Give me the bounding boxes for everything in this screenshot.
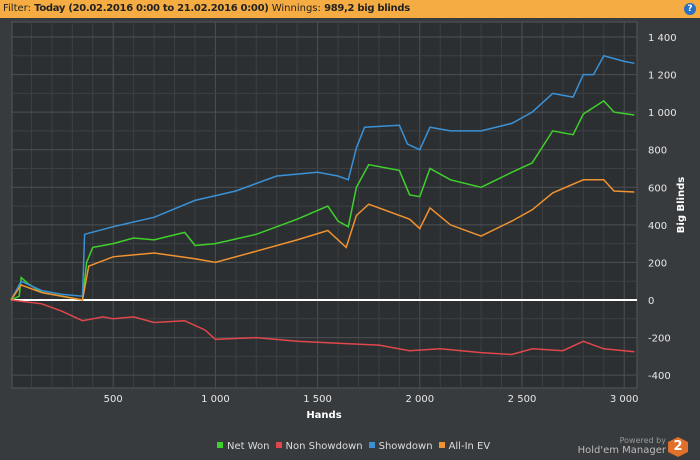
y-tick-label: 800 bbox=[648, 146, 667, 157]
powered-by: Powered by bbox=[619, 436, 666, 445]
legend-label: Net Won bbox=[227, 441, 270, 452]
x-tick-label: 1 000 bbox=[201, 394, 230, 405]
x-tick-label: 500 bbox=[104, 394, 123, 405]
hm2-logo: 2 bbox=[668, 437, 688, 457]
legend-label: Non Showdown bbox=[285, 441, 363, 452]
x-axis-label: Hands bbox=[306, 410, 341, 421]
filter-label: Filter: bbox=[3, 3, 31, 14]
winnings-label: Winnings: bbox=[271, 3, 321, 14]
series-line-all-in-ev bbox=[10, 179, 635, 301]
x-tick-label: 2 500 bbox=[508, 394, 537, 405]
legend-label: All-In EV bbox=[448, 441, 491, 452]
legend-swatch bbox=[368, 442, 375, 448]
legend-swatch bbox=[217, 442, 223, 448]
legend-item[interactable]: Showdown bbox=[368, 441, 433, 452]
x-tick-label: 1 500 bbox=[303, 394, 332, 405]
x-tick-label: 2 000 bbox=[405, 394, 434, 405]
y-tick-label: 200 bbox=[648, 258, 667, 269]
winnings-value: 989,2 big blinds bbox=[324, 3, 410, 14]
legend-item[interactable]: Net Won bbox=[217, 441, 270, 452]
legend-item[interactable]: All-In EV bbox=[438, 441, 491, 452]
help-icon[interactable]: ? bbox=[684, 3, 696, 15]
filter-text: Today (20.02.2016 0:00 to 21.02.2016 0:0… bbox=[34, 3, 269, 14]
y-tick-label: 0 bbox=[648, 296, 654, 307]
series-line-non-showdown bbox=[10, 299, 635, 356]
plot-area bbox=[11, 21, 638, 389]
y-tick-label: 1 200 bbox=[648, 71, 677, 82]
y-tick-label: 400 bbox=[648, 221, 667, 232]
y-axis-label: Big Blinds bbox=[676, 177, 687, 233]
brand-name: Hold'em Manager bbox=[577, 445, 666, 456]
legend-swatch bbox=[438, 442, 445, 448]
y-tick-label: 600 bbox=[648, 183, 667, 194]
brand: Powered by Hold'em Manager bbox=[578, 436, 666, 456]
y-tick-label: -400 bbox=[648, 371, 671, 382]
legend-label: Showdown bbox=[378, 441, 433, 452]
x-tick-label: 3 000 bbox=[610, 394, 639, 405]
legend-item[interactable]: Non Showdown bbox=[275, 441, 363, 452]
legend-swatch bbox=[275, 442, 282, 448]
y-tick-label: 1 000 bbox=[648, 108, 677, 119]
legend: Net Won Non Showdown Showdown All-In EV bbox=[217, 441, 490, 452]
filter-bar: Filter: Today (20.02.2016 0:00 to 21.02.… bbox=[0, 0, 700, 18]
y-tick-label: 1 400 bbox=[648, 33, 677, 44]
y-tick-label: -200 bbox=[648, 334, 671, 345]
series-line-showdown bbox=[10, 54, 635, 301]
